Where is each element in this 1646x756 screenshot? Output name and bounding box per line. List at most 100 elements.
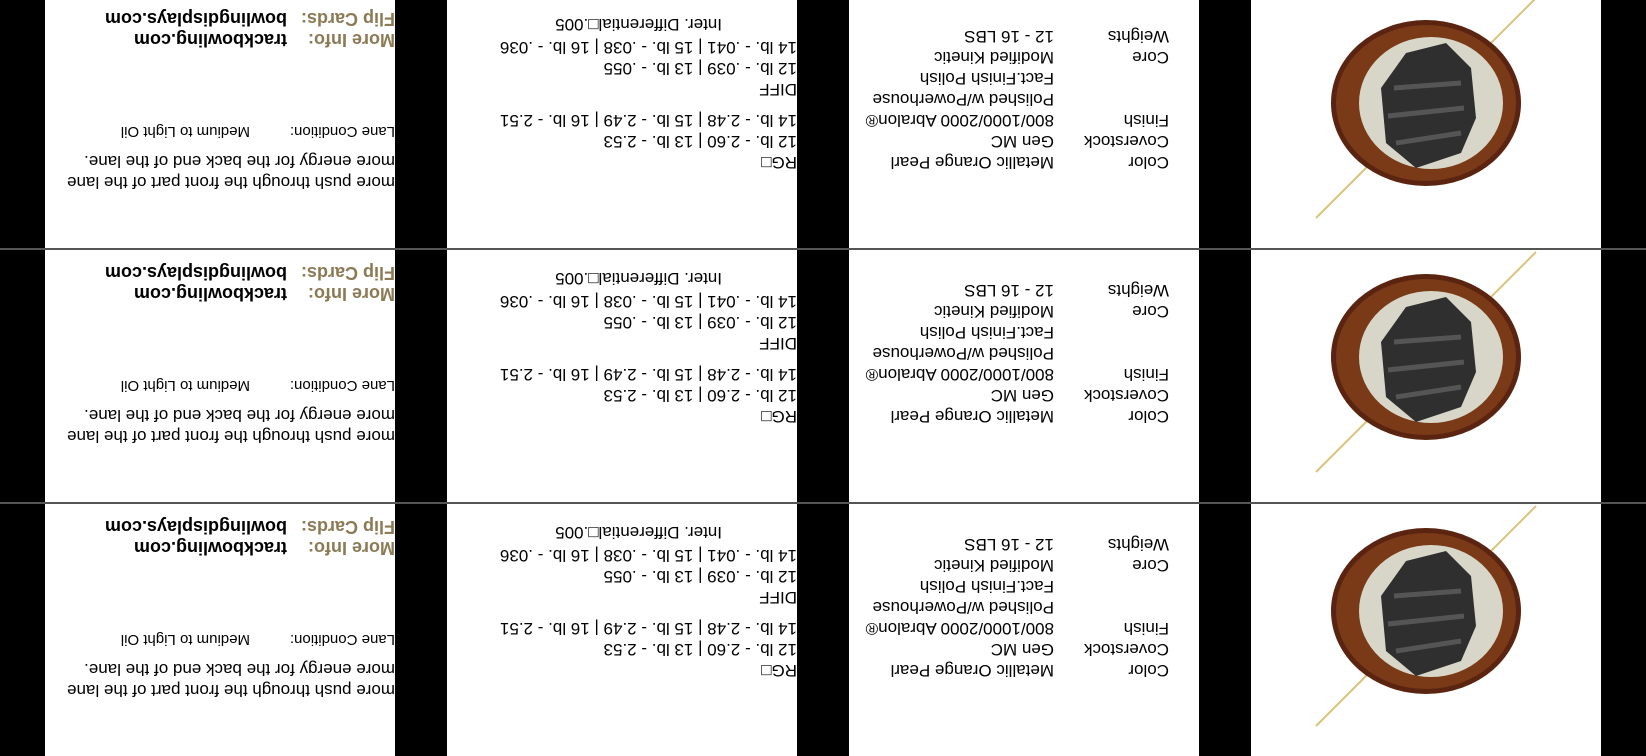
diff-label: DIFF: [759, 80, 797, 99]
rg-panel: RG□ 12 lb. - 2.60 | 13 lb. - 2.53 14 lb.…: [447, 249, 797, 502]
flip-cards-label: Flip Cards:: [300, 263, 395, 283]
core-value: Modified Kinetic: [933, 48, 1054, 67]
weights-value: 12 - 16 LBS: [964, 281, 1054, 300]
card-row: Color Metallic Orange Pearl Coverstock G…: [0, 503, 1646, 756]
inter-differential: Inter. Differential□.005: [555, 523, 722, 542]
finish-line: Fact.Finish Polish: [919, 577, 1054, 596]
color-label: Color: [1128, 661, 1169, 680]
inter-differential: Inter. Differential□.005: [555, 15, 722, 34]
color-label: Color: [1128, 153, 1169, 172]
diff-line: 12 lb. - .039 | 13 lb. - .055: [603, 59, 797, 78]
row-divider: [0, 248, 1646, 250]
coverstock-label: Coverstock: [1083, 132, 1169, 151]
more-info-link[interactable]: trackbowling.com: [133, 30, 287, 50]
divider-bar: [0, 503, 45, 756]
rg-label: RG□: [761, 153, 797, 172]
weights-value: 12 - 16 LBS: [964, 27, 1054, 46]
coverstock-value: Gen MC: [990, 386, 1054, 405]
coverstock-value: Gen MC: [990, 640, 1054, 659]
finish-label: Finish: [1123, 365, 1169, 384]
diff-line: 12 lb. - .039 | 13 lb. - .055: [603, 567, 797, 586]
lane-condition-value: Medium to Light Oil: [120, 123, 250, 140]
ball-image-panel: [1251, 0, 1601, 248]
finish-line: Fact.Finish Polish: [919, 69, 1054, 88]
color-label: Color: [1128, 407, 1169, 426]
weights-value: 12 - 16 LBS: [964, 535, 1054, 554]
more-info-link[interactable]: trackbowling.com: [133, 538, 287, 558]
divider-bar: [395, 249, 447, 502]
more-info-link[interactable]: trackbowling.com: [133, 284, 287, 304]
flip-cards-link[interactable]: bowlingdisplays.com: [104, 9, 287, 29]
divider-bar: [1601, 0, 1646, 248]
finish-line: Polished w/Powerhouse: [872, 90, 1054, 109]
diff-label: DIFF: [759, 588, 797, 607]
description-line: more push through the front part of the …: [67, 427, 395, 446]
rg-panel: RG□ 12 lb. - 2.60 | 13 lb. - 2.53 14 lb.…: [447, 503, 797, 756]
rg-label: RG□: [761, 661, 797, 680]
finish-line: Polished w/Powerhouse: [872, 598, 1054, 617]
diff-line: 14 lb. - .041 | 15 lb. - .038 | 16 lb. -…: [499, 546, 797, 565]
core-label: Core: [1132, 48, 1169, 67]
divider-bar: [1199, 0, 1251, 248]
description-line: more energy for the back end of the lane…: [84, 152, 395, 171]
info-panel: more push through the front part of the …: [45, 503, 395, 756]
divider-bar: [395, 0, 447, 248]
bowling-ball-core-icon: [1315, 251, 1537, 473]
rg-line: 14 lb. - 2.48 | 15 lb. - 2.49 | 16 lb. -…: [499, 111, 797, 130]
description-line: more energy for the back end of the lane…: [84, 406, 395, 425]
specs-panel: Color Metallic Orange Pearl Coverstock G…: [849, 0, 1199, 248]
color-value: Metallic Orange Pearl: [890, 153, 1054, 172]
inter-differential: Inter. Differential□.005: [555, 269, 722, 288]
rg-line: 14 lb. - 2.48 | 15 lb. - 2.49 | 16 lb. -…: [499, 619, 797, 638]
lane-condition-label: Lane Condition:: [289, 631, 395, 648]
core-label: Core: [1132, 302, 1169, 321]
info-panel: more push through the front part of the …: [45, 0, 395, 248]
flip-cards-link[interactable]: bowlingdisplays.com: [104, 517, 287, 537]
rg-line: 12 lb. - 2.60 | 13 lb. - 2.53: [603, 640, 797, 659]
weights-label: Weights: [1107, 27, 1169, 46]
description-line: more energy for the back end of the lane…: [84, 660, 395, 679]
more-info-label: More Info:: [308, 30, 395, 50]
ball-image-panel: [1251, 249, 1601, 502]
core-value: Modified Kinetic: [933, 302, 1054, 321]
specs-panel: Color Metallic Orange Pearl Coverstock G…: [849, 503, 1199, 756]
flip-cards-link[interactable]: bowlingdisplays.com: [104, 263, 287, 283]
divider-bar: [797, 249, 849, 502]
color-value: Metallic Orange Pearl: [890, 661, 1054, 680]
rg-line: 14 lb. - 2.48 | 15 lb. - 2.49 | 16 lb. -…: [499, 365, 797, 384]
more-info-label: More Info:: [308, 284, 395, 304]
divider-bar: [0, 0, 45, 248]
lane-condition-label: Lane Condition:: [289, 377, 395, 394]
lane-condition-value: Medium to Light Oil: [120, 631, 250, 648]
finish-line: Fact.Finish Polish: [919, 323, 1054, 342]
divider-bar: [797, 0, 849, 248]
divider-bar: [797, 503, 849, 756]
diff-label: DIFF: [759, 334, 797, 353]
divider-bar: [395, 503, 447, 756]
card-row: Color Metallic Orange Pearl Coverstock G…: [0, 249, 1646, 502]
rg-label: RG□: [761, 407, 797, 426]
finish-label: Finish: [1123, 111, 1169, 130]
divider-bar: [1199, 249, 1251, 502]
coverstock-label: Coverstock: [1083, 640, 1169, 659]
finish-label: Finish: [1123, 619, 1169, 638]
diff-line: 14 lb. - .041 | 15 lb. - .038 | 16 lb. -…: [499, 38, 797, 57]
specs-panel: Color Metallic Orange Pearl Coverstock G…: [849, 249, 1199, 502]
coverstock-label: Coverstock: [1083, 386, 1169, 405]
row-divider: [0, 502, 1646, 504]
rg-panel: RG□ 12 lb. - 2.60 | 13 lb. - 2.53 14 lb.…: [447, 0, 797, 248]
bowling-ball-core-icon: [1315, 0, 1537, 219]
bowling-ball-core-icon: [1315, 505, 1537, 727]
core-label: Core: [1132, 556, 1169, 575]
divider-bar: [1601, 249, 1646, 502]
rg-line: 12 lb. - 2.60 | 13 lb. - 2.53: [603, 132, 797, 151]
weights-label: Weights: [1107, 535, 1169, 554]
diff-line: 12 lb. - .039 | 13 lb. - .055: [603, 313, 797, 332]
ball-image-panel: [1251, 503, 1601, 756]
color-value: Metallic Orange Pearl: [890, 407, 1054, 426]
finish-line: 800/1000/2000 Abralon®: [865, 111, 1054, 130]
divider-bar: [1199, 503, 1251, 756]
divider-bar: [1601, 503, 1646, 756]
lane-condition-value: Medium to Light Oil: [120, 377, 250, 394]
